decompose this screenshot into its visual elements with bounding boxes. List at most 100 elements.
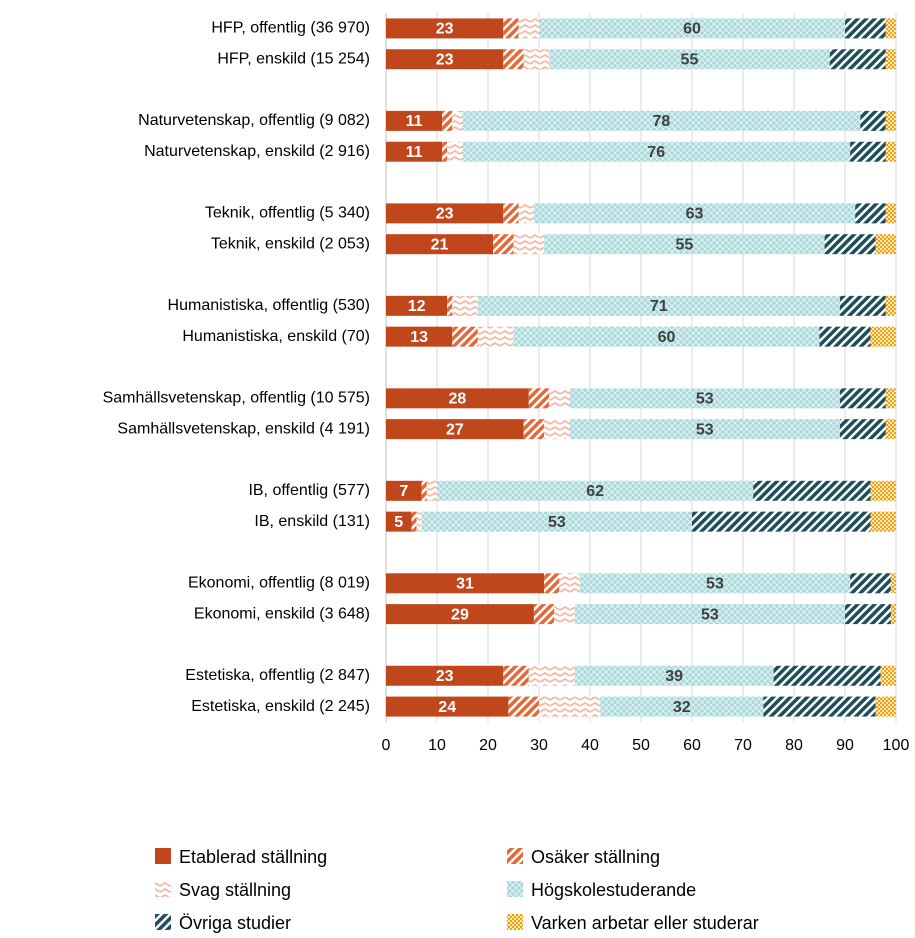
bar-segment: [692, 511, 871, 532]
x-tick-label: 60: [683, 737, 701, 754]
bar-segment: [503, 49, 524, 70]
bar-segment: [819, 326, 871, 347]
value-label: 29: [451, 606, 469, 623]
bar-segment: [533, 604, 555, 625]
category-label: HFP, offentlig (36 970): [211, 20, 370, 37]
bar-segment: [839, 419, 886, 440]
bar-segment: [870, 511, 896, 532]
x-tick-label: 50: [632, 737, 650, 754]
bar-segment: [386, 295, 448, 316]
bar-segment: [875, 234, 896, 255]
value-label: 11: [406, 144, 423, 161]
category-label: Teknik, enskild (2 053): [211, 235, 370, 252]
value-label: 53: [696, 421, 714, 438]
value-label: 53: [548, 514, 566, 531]
category-label: Naturvetenskap, offentlig (9 082): [138, 112, 370, 129]
bar-segment: [386, 234, 494, 255]
bar-segment: [549, 388, 570, 409]
bar-segment: [421, 480, 427, 501]
bar-segment: [477, 295, 840, 316]
category-label: IB, offentlig (577): [248, 482, 370, 499]
value-label: 24: [438, 699, 456, 716]
legend-swatch: [155, 881, 171, 897]
bar-segment: [885, 141, 896, 162]
bar-segment: [503, 203, 519, 224]
bar-segment: [452, 326, 478, 347]
value-label: 78: [653, 113, 671, 130]
bar-segment: [447, 295, 453, 316]
bar-segment: [885, 419, 896, 440]
bar-segment: [437, 480, 754, 501]
bar-segment: [544, 573, 560, 594]
bar-segment: [386, 665, 504, 686]
bar-segment: [386, 388, 529, 409]
bar-segment: [386, 419, 524, 440]
bar-segment: [493, 234, 514, 255]
value-label: 63: [686, 206, 704, 223]
category-label: Estetiska, offentlig (2 847): [185, 667, 370, 684]
value-label: 11: [406, 113, 423, 130]
bar-segment: [773, 665, 881, 686]
value-label: 53: [701, 606, 719, 623]
x-tick-label: 0: [382, 737, 391, 754]
value-label: 60: [683, 21, 701, 38]
value-label: 53: [706, 576, 724, 593]
bar-segment: [503, 18, 519, 39]
bar-segment: [386, 203, 504, 224]
category-label: Samhällsvetenskap, enskild (4 191): [117, 420, 370, 437]
bar-segment: [885, 388, 896, 409]
value-label: 62: [586, 483, 604, 500]
bar-segment: [513, 326, 820, 347]
value-label: 76: [647, 144, 665, 161]
category-label: Ekonomi, enskild (3 648): [194, 605, 370, 622]
value-label: 60: [658, 329, 676, 346]
bar-segment: [452, 295, 478, 316]
bar-segment: [462, 110, 861, 131]
bar-segment: [539, 18, 845, 39]
x-tick-label: 90: [836, 737, 854, 754]
bar-segment: [539, 696, 601, 717]
x-tick-label: 20: [479, 737, 497, 754]
category-label: Humanistiska, enskild (70): [182, 328, 370, 345]
bar-segment: [523, 49, 550, 70]
legend-label: Övriga studier: [179, 913, 291, 933]
value-label: 71: [650, 298, 668, 315]
value-label: 39: [665, 668, 683, 685]
bar-segment: [513, 234, 545, 255]
bar-segment: [386, 326, 453, 347]
bar-segment: [855, 203, 886, 224]
legend-swatch: [507, 848, 523, 864]
bar-segment: [870, 480, 896, 501]
bar-segment: [518, 18, 539, 39]
bar-segment: [426, 480, 437, 501]
category-label: Humanistiska, offentlig (530): [168, 297, 370, 314]
bar-segment: [508, 696, 539, 717]
bar-segment: [885, 110, 896, 131]
bar-segment: [421, 511, 692, 532]
value-label: 32: [673, 699, 691, 716]
legend-label: Högskolestuderande: [531, 880, 696, 900]
bar-segment: [411, 511, 417, 532]
category-label: IB, enskild (131): [254, 513, 370, 530]
legend-swatch: [507, 881, 523, 897]
bar-segment: [386, 141, 443, 162]
value-label: 23: [436, 206, 454, 223]
legend-swatch: [507, 914, 523, 930]
bar-segment: [753, 480, 871, 501]
bar-segment: [569, 388, 840, 409]
bar-segment: [386, 573, 545, 594]
bar-segment: [386, 511, 412, 532]
bar-segment: [442, 141, 448, 162]
bar-segment: [845, 604, 891, 625]
bar-segment: [549, 49, 830, 70]
bar-segment: [579, 573, 851, 594]
value-label: 55: [681, 51, 699, 68]
legend-label: Etablerad ställning: [179, 847, 327, 867]
bar-segment: [885, 203, 896, 224]
bar-segment: [600, 696, 764, 717]
category-label: Ekonomi, offentlig (8 019): [188, 575, 370, 592]
bar-segment: [554, 604, 575, 625]
bar-segment: [875, 696, 896, 717]
value-label: 27: [446, 421, 464, 438]
